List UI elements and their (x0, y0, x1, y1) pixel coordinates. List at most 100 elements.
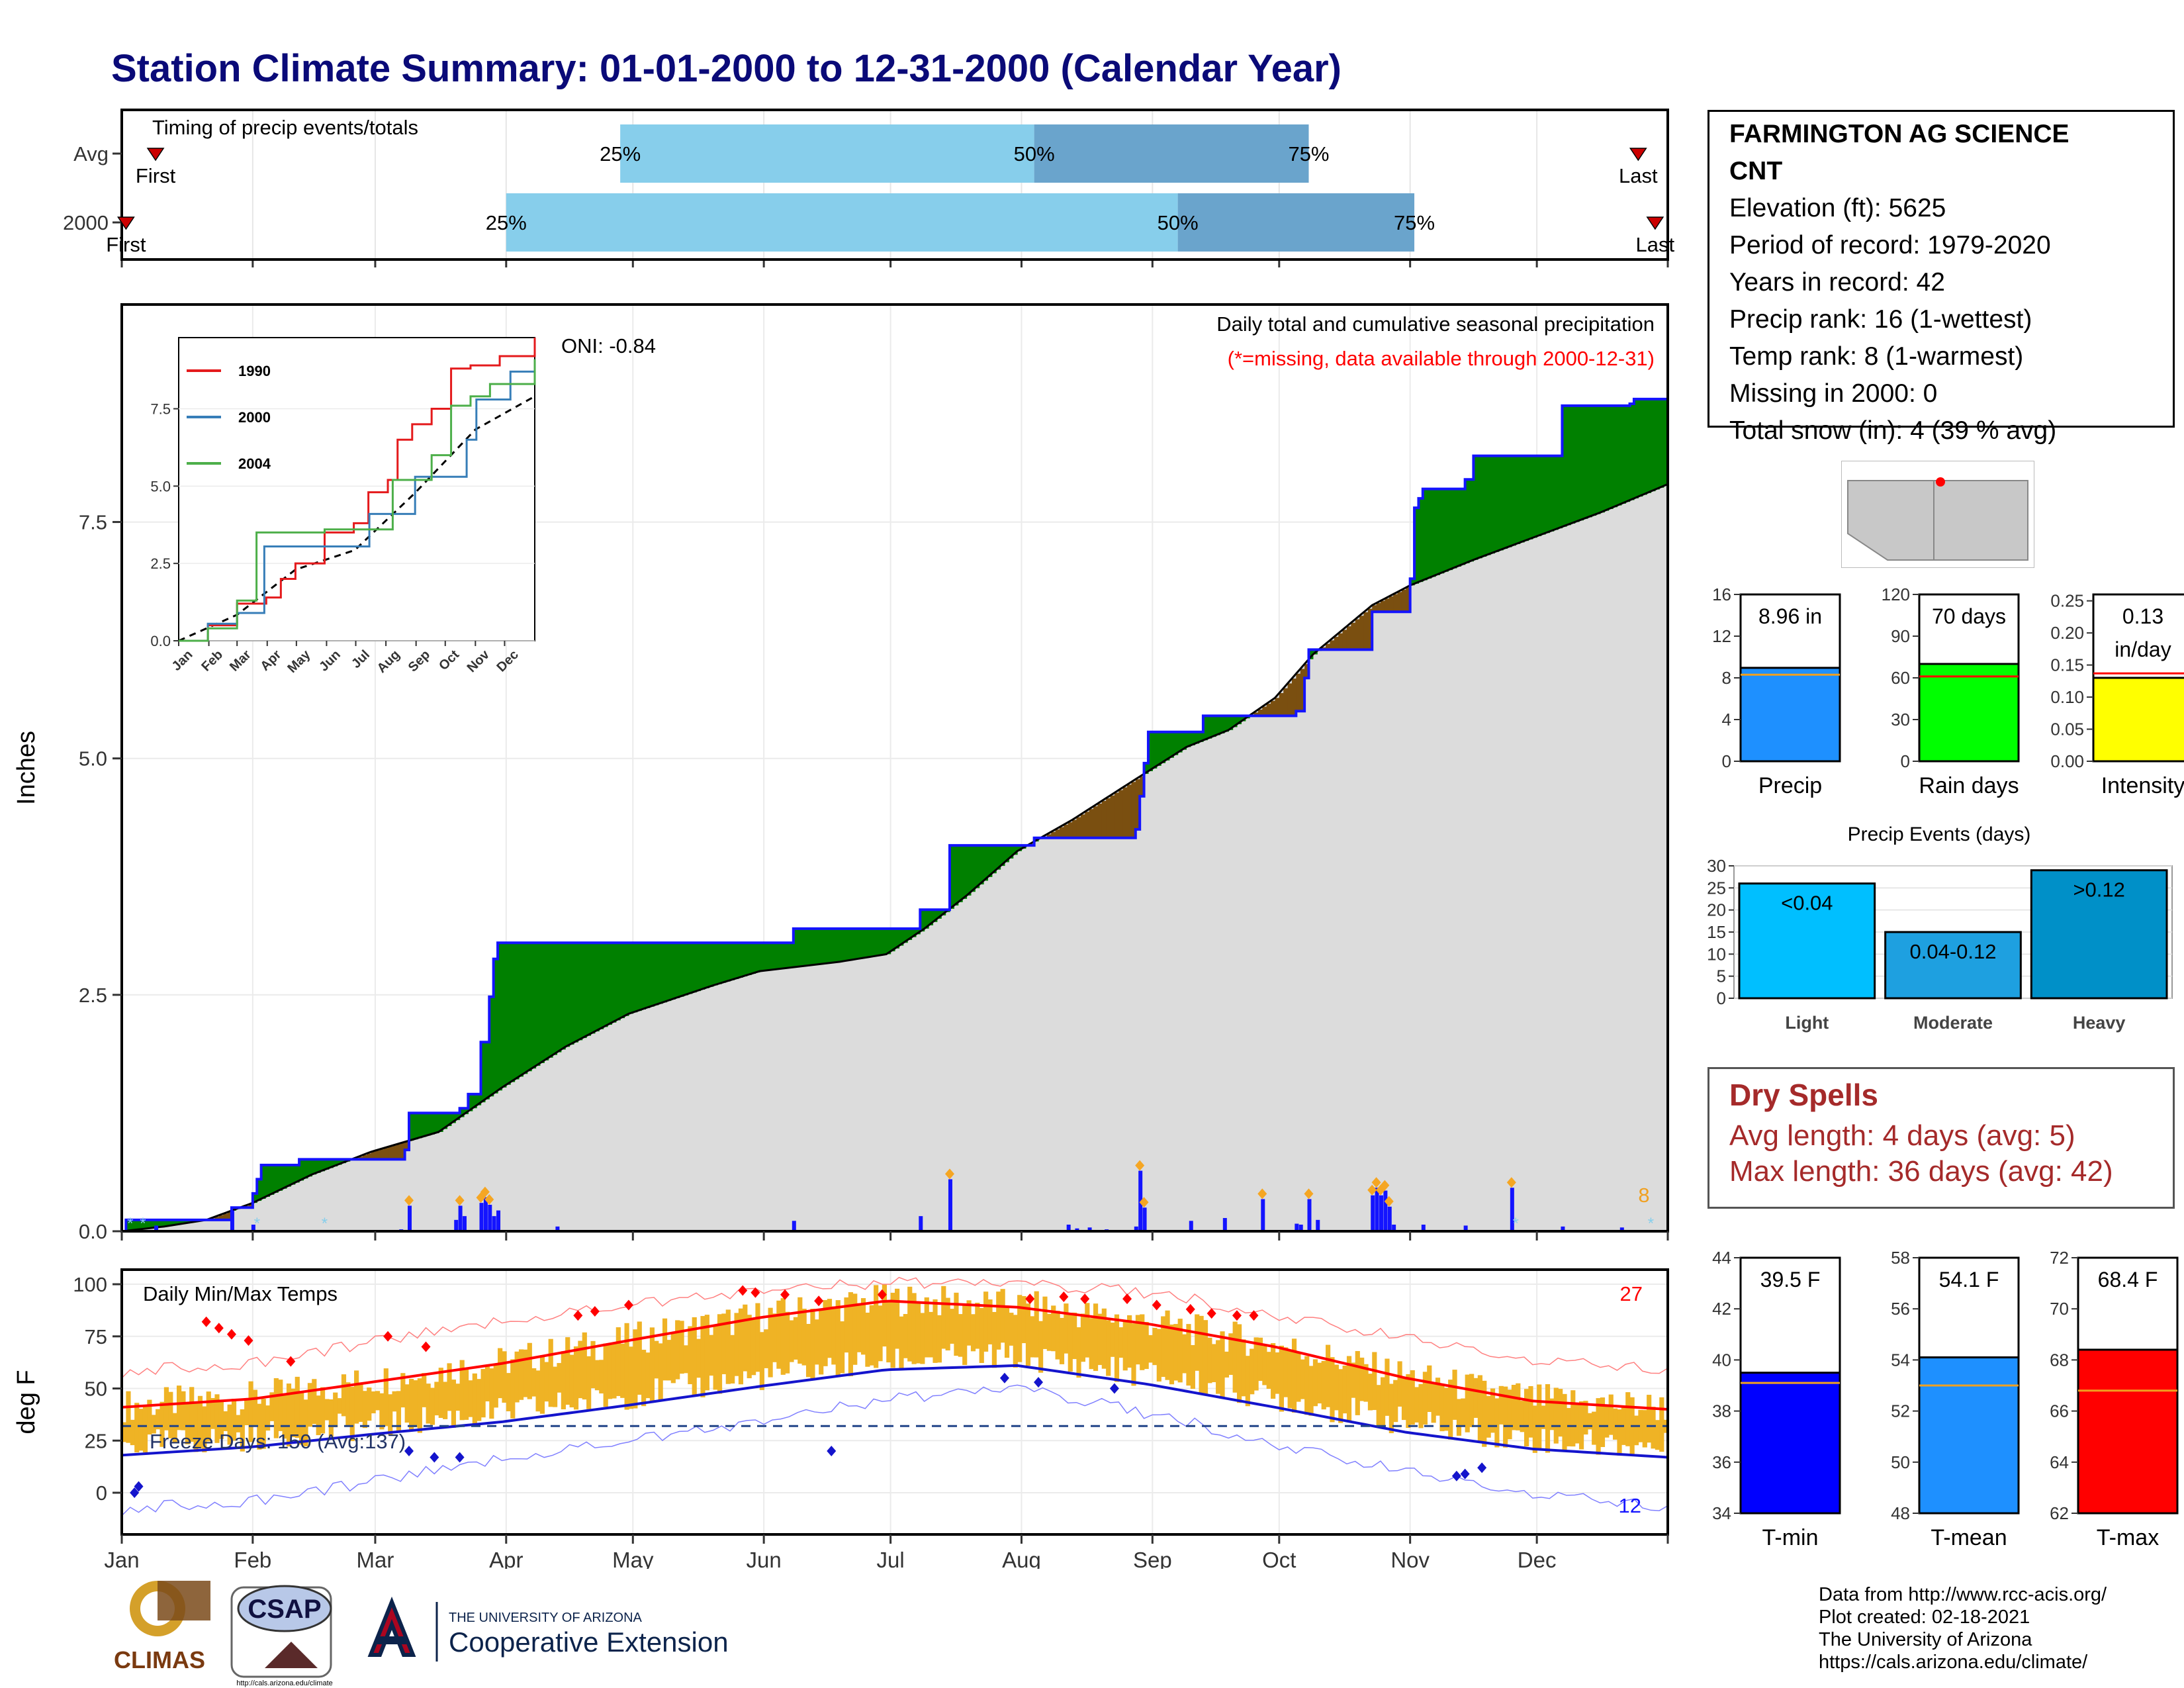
average-area (122, 484, 1668, 1231)
credits-url: https://cals.arizona.edu/climate/ (1819, 1652, 2088, 1673)
daily-temp-bar (349, 1386, 355, 1441)
surplus-segment (303, 1159, 308, 1179)
daily-temp-bar (1549, 1398, 1555, 1430)
daily-temp-bar (962, 1303, 968, 1365)
precip-ytick-label: 5.0 (79, 747, 107, 771)
surplus-segment (1216, 716, 1221, 735)
timing-p25: 25% (486, 211, 527, 234)
daily-temp-bar (185, 1403, 190, 1444)
deficit-segment (358, 1156, 363, 1160)
daily-temp-bar (649, 1327, 655, 1402)
surplus-segment (903, 928, 908, 943)
daily-temp-bar (434, 1382, 439, 1416)
daily-temp-bar (1097, 1313, 1103, 1366)
daily-temp-bar (197, 1395, 203, 1449)
surplus-segment (134, 1219, 140, 1230)
deficit-segment (1326, 643, 1330, 650)
daily-temp-bar (1034, 1291, 1039, 1358)
daily-temp-bar (1596, 1398, 1601, 1455)
summary-value-label: 70 days (1932, 604, 2006, 628)
daily-temp-bar (991, 1311, 997, 1368)
deficit-segment (1304, 664, 1310, 679)
daily-temp-bar (1494, 1398, 1500, 1448)
surplus-segment (138, 1219, 144, 1230)
daily-temp-bar (840, 1321, 845, 1374)
daily-temp-bar (1030, 1316, 1035, 1358)
daily-temp-bar (1503, 1386, 1508, 1448)
credits-univ: The University of Arizona (1819, 1629, 2032, 1650)
daily-precip-bar (1295, 1223, 1299, 1231)
daily-temp-bar (1211, 1344, 1216, 1382)
timing-row-label: Avg (73, 142, 109, 165)
daily-temp-bar (1465, 1374, 1470, 1432)
temp-title: Daily Min/Max Temps (143, 1282, 338, 1305)
daily-temp-bar (493, 1364, 498, 1408)
snow-marker: * (127, 1215, 133, 1233)
daily-temp-bar (860, 1298, 866, 1355)
surplus-segment (278, 1165, 283, 1191)
month-label: Mar (357, 1548, 394, 1569)
record-high-marker (1059, 1291, 1069, 1302)
surplus-segment (544, 943, 549, 1060)
deficit-segment (404, 1142, 410, 1150)
daily-temp-bar (920, 1313, 925, 1364)
deficit-segment (1085, 812, 1090, 838)
summary-ytick-label: 56 (1891, 1299, 1910, 1319)
record-high-marker (573, 1310, 583, 1321)
daily-temp-bar (1385, 1358, 1390, 1416)
summary-bar (2092, 677, 2184, 763)
surplus-segment (252, 1193, 257, 1203)
credits-source: Data from http://www.rcc-acis.org/ (1819, 1584, 2107, 1605)
summary-ytick-label: 0.20 (2050, 623, 2084, 643)
daily-temp-bar (244, 1400, 250, 1425)
surplus-segment (1537, 455, 1542, 536)
daily-temp-bar (134, 1403, 140, 1453)
daily-temp-bar (151, 1415, 156, 1434)
daily-temp-bar (924, 1297, 929, 1358)
deficit-segment (1330, 640, 1335, 650)
surplus-segment (1663, 399, 1668, 487)
daily-temp-bar (1414, 1387, 1420, 1423)
daily-temp-bar (1469, 1374, 1475, 1427)
daily-temp-bar (231, 1399, 237, 1441)
inset-xtick-label: Dec (494, 647, 522, 675)
surplus-segment (1659, 399, 1664, 488)
daily-temp-bar (814, 1319, 819, 1365)
normal-max-line (121, 1299, 1668, 1411)
station-name-1: FARMINGTON AG SCIENCE (1729, 120, 2070, 148)
surplus-segment (1613, 405, 1618, 508)
deficit-segment (1131, 782, 1136, 838)
summary-bar (1739, 1372, 1841, 1515)
deficit-segment (1046, 834, 1052, 838)
surplus-segment (531, 943, 537, 1069)
surplus-segment (882, 928, 887, 955)
daily-temp-bar (666, 1340, 672, 1381)
surplus-segment (1520, 455, 1525, 543)
timing-band-50-75 (1177, 193, 1415, 252)
heavy-precip-marker (1135, 1160, 1145, 1171)
daily-precip-bar (230, 1210, 234, 1231)
daily-temp-bar (539, 1355, 545, 1414)
deficit-segment (1372, 605, 1377, 612)
daily-temp-bar (1330, 1357, 1335, 1423)
events-ytick-label: 20 (1707, 900, 1726, 920)
precip-ytick-label: 0.0 (79, 1220, 107, 1243)
surplus-segment (282, 1165, 287, 1189)
summary-ytick-label: 0.05 (2050, 720, 2084, 739)
surplus-segment (679, 943, 684, 997)
surplus-segment (738, 943, 743, 978)
daily-temp-bar (1207, 1337, 1212, 1383)
logos: CLIMAS CSAP http://cals.arizona.edu/clim… (114, 1581, 729, 1687)
surplus-segment (768, 943, 773, 970)
daily-temp-bar (755, 1303, 760, 1372)
surplus-segment (907, 928, 913, 940)
daily-temp-bar (582, 1332, 587, 1400)
record-low-marker (455, 1452, 465, 1463)
daily-temp-bar (911, 1293, 917, 1364)
ua-name: THE UNIVERSITY OF ARIZONA (449, 1611, 643, 1625)
summary-ytick-label: 34 (1712, 1503, 1731, 1523)
surplus-segment (1629, 404, 1635, 500)
daily-temp-bar (1418, 1383, 1424, 1429)
summary-ytick-label: 38 (1712, 1401, 1731, 1421)
csap-text: CSAP (248, 1595, 321, 1624)
